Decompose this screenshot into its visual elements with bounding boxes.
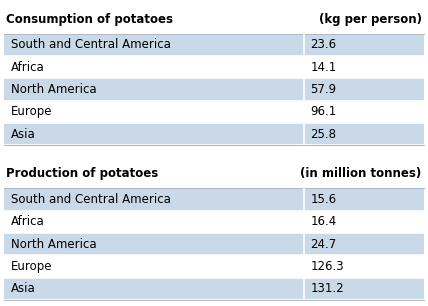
- Text: 15.6: 15.6: [310, 193, 336, 206]
- Text: 131.2: 131.2: [310, 282, 344, 295]
- Bar: [4, 123, 424, 145]
- Text: 25.8: 25.8: [310, 128, 336, 141]
- Text: 126.3: 126.3: [310, 260, 344, 273]
- Bar: [4, 211, 424, 233]
- Text: South and Central America: South and Central America: [11, 193, 171, 206]
- Bar: [4, 188, 424, 211]
- Text: Africa: Africa: [11, 61, 45, 74]
- Text: South and Central America: South and Central America: [11, 38, 171, 51]
- Bar: [4, 278, 424, 300]
- Text: Europe: Europe: [11, 260, 52, 273]
- Bar: [4, 255, 424, 278]
- Text: (kg per person): (kg per person): [318, 13, 422, 26]
- Text: North America: North America: [11, 237, 96, 251]
- Text: Asia: Asia: [11, 282, 36, 295]
- Bar: [4, 34, 424, 56]
- Text: 16.4: 16.4: [310, 215, 336, 228]
- Text: Europe: Europe: [11, 105, 52, 118]
- Text: Asia: Asia: [11, 128, 36, 141]
- Text: Africa: Africa: [11, 215, 45, 228]
- Bar: [4, 101, 424, 123]
- Bar: [4, 78, 424, 101]
- Text: 96.1: 96.1: [310, 105, 336, 118]
- Text: North America: North America: [11, 83, 96, 96]
- Text: (in million tonnes): (in million tonnes): [300, 167, 422, 180]
- Text: Production of potatoes: Production of potatoes: [6, 167, 159, 180]
- Text: Consumption of potatoes: Consumption of potatoes: [6, 13, 173, 26]
- Text: 57.9: 57.9: [310, 83, 336, 96]
- Text: 14.1: 14.1: [310, 61, 336, 74]
- Bar: [4, 233, 424, 255]
- Bar: [4, 56, 424, 78]
- Text: 24.7: 24.7: [310, 237, 336, 251]
- Text: 23.6: 23.6: [310, 38, 336, 51]
